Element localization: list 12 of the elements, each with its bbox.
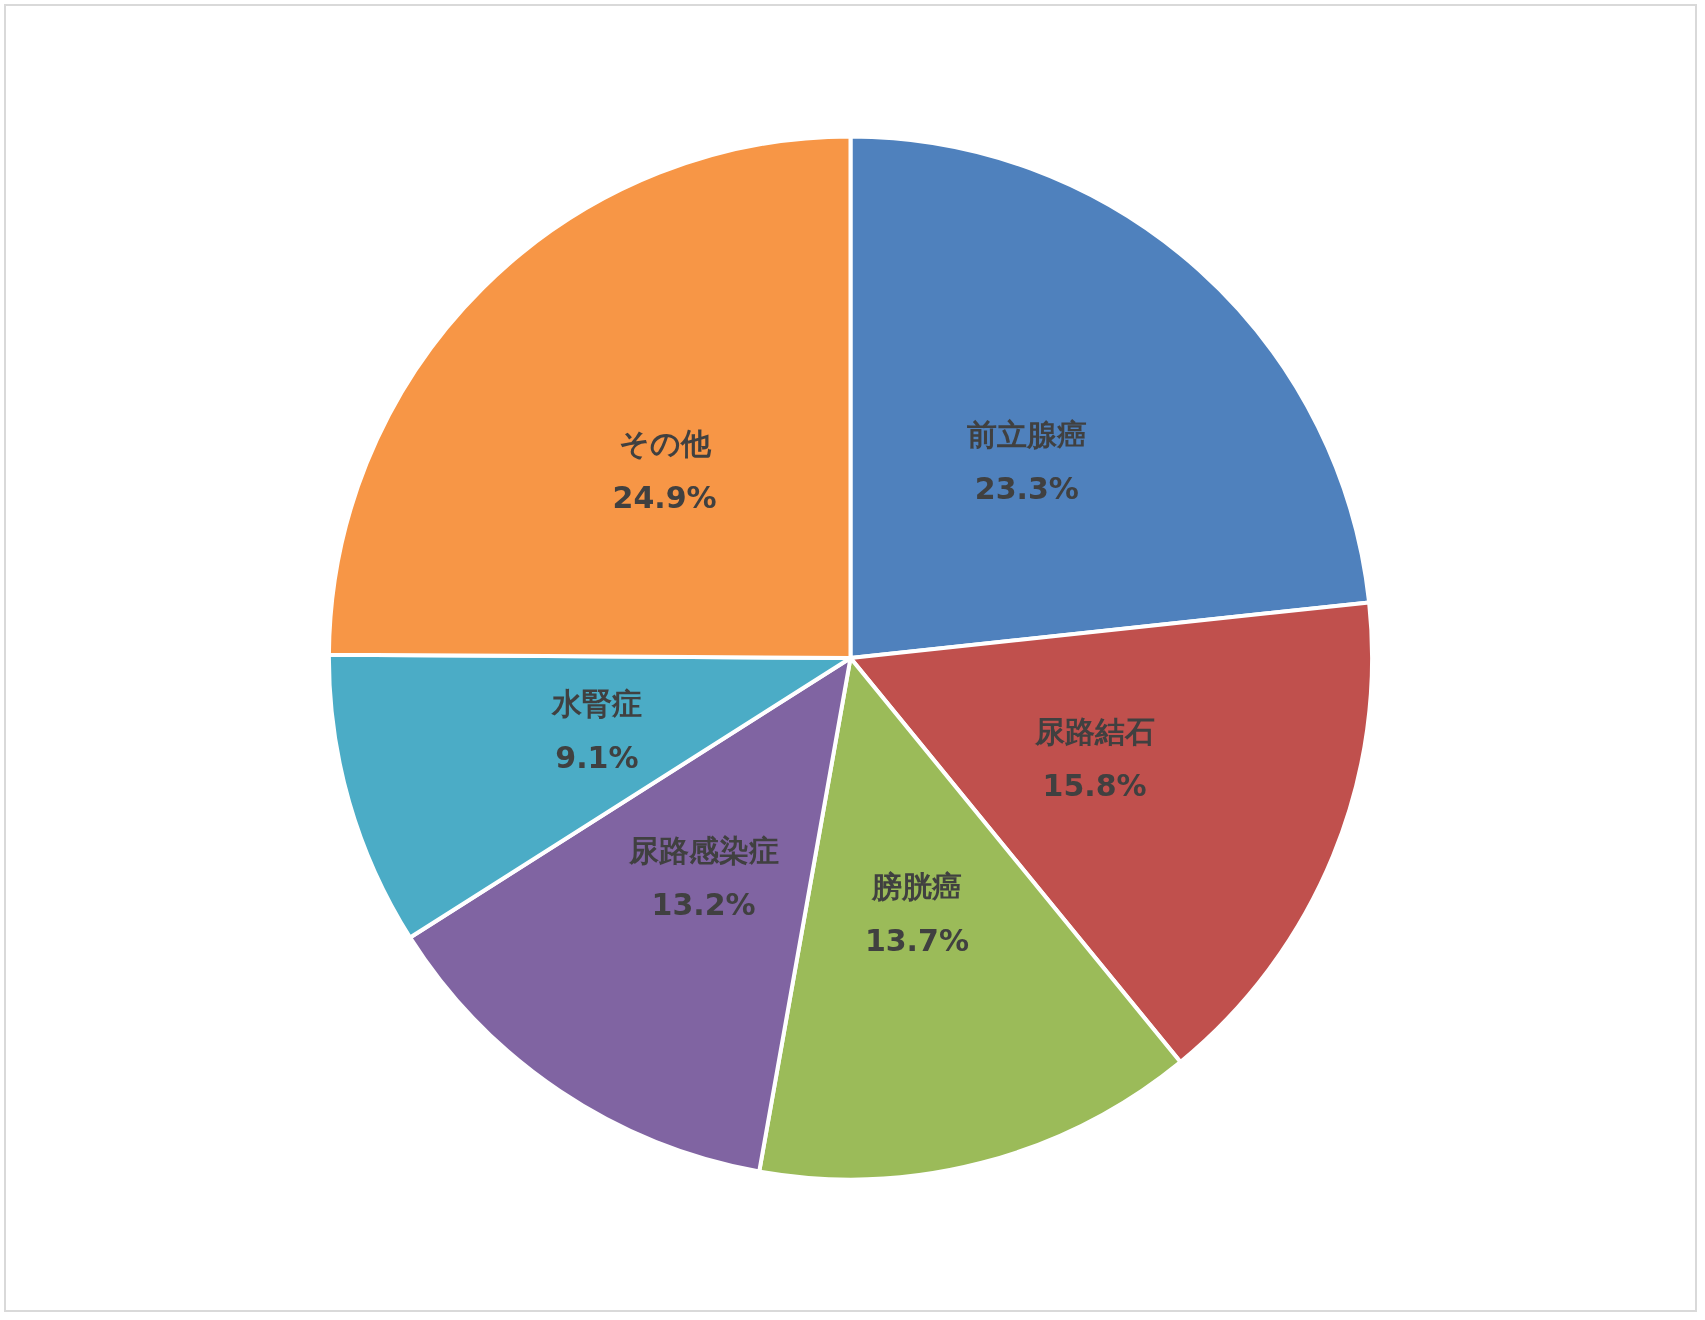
- data-label: 13.2%: [651, 886, 756, 922]
- data-label: 23.3%: [974, 471, 1079, 507]
- data-label: 24.9%: [612, 480, 717, 516]
- slice-label: 前立腺癌: [966, 417, 1087, 453]
- slice-label: 膀胱癌: [870, 868, 962, 904]
- slice-label: その他: [618, 426, 712, 462]
- data-label: 15.8%: [1042, 767, 1147, 803]
- data-label: 9.1%: [555, 740, 639, 776]
- slice-label: 水腎症: [550, 686, 642, 722]
- slice-label: 尿路感染症: [627, 832, 779, 868]
- slice-label: 尿路結石: [1033, 713, 1155, 749]
- data-label: 13.7%: [864, 922, 969, 958]
